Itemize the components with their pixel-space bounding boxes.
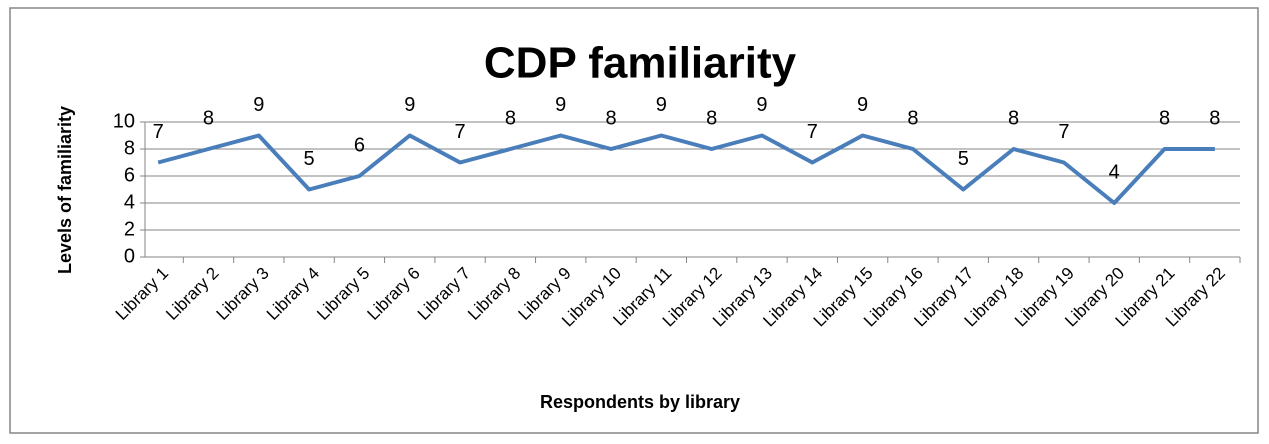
data-label: 8 bbox=[505, 107, 516, 129]
data-label: 9 bbox=[857, 94, 868, 116]
data-label: 9 bbox=[404, 94, 415, 116]
data-label: 5 bbox=[304, 148, 315, 170]
data-label: 6 bbox=[354, 134, 365, 156]
y-axis-title: Levels of familiarity bbox=[55, 106, 75, 274]
data-label: 8 bbox=[203, 107, 214, 129]
y-tick-label: 2 bbox=[124, 218, 135, 240]
x-axis-title: Respondents by library bbox=[540, 392, 740, 412]
data-label: 7 bbox=[455, 121, 466, 143]
data-line bbox=[157, 133, 1215, 205]
y-tick-label: 0 bbox=[124, 245, 135, 267]
data-label: 8 bbox=[706, 107, 717, 129]
data-label: 8 bbox=[1159, 107, 1170, 129]
chart-border bbox=[9, 7, 1259, 434]
data-label: 9 bbox=[555, 94, 566, 116]
data-label: 8 bbox=[1008, 107, 1019, 129]
data-label: 8 bbox=[907, 107, 918, 129]
data-label: 9 bbox=[253, 94, 264, 116]
y-tick-label: 8 bbox=[124, 137, 135, 159]
data-label: 8 bbox=[1209, 107, 1220, 129]
data-label: 7 bbox=[1058, 121, 1069, 143]
data-label: 9 bbox=[756, 94, 767, 116]
chart-title: CDP familiarity bbox=[484, 39, 797, 88]
y-tick-label: 10 bbox=[113, 110, 135, 132]
data-label: 4 bbox=[1109, 161, 1120, 183]
data-label: 9 bbox=[656, 94, 667, 116]
data-label: 5 bbox=[958, 148, 969, 170]
data-label: 7 bbox=[807, 121, 818, 143]
y-tick-label: 4 bbox=[124, 191, 135, 213]
data-label: 8 bbox=[605, 107, 616, 129]
data-label: 7 bbox=[153, 121, 164, 143]
y-tick-label: 6 bbox=[124, 164, 135, 186]
